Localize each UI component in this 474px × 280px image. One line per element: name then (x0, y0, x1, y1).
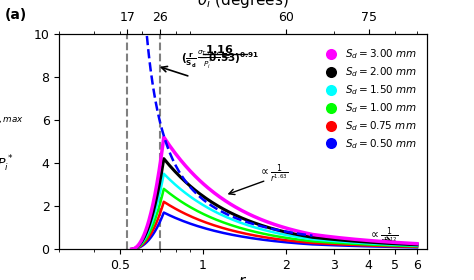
Text: $\propto \frac{1}{r^{1.63}}$: $\propto \frac{1}{r^{1.63}}$ (258, 162, 288, 185)
Text: (a): (a) (5, 8, 27, 22)
Legend: $S_d = 3.00\ mm$, $S_d = 2.00\ mm$, $S_d = 1.50\ mm$, $S_d = 1.00\ mm$, $S_d = 0: $S_d = 3.00\ mm$, $S_d = 2.00\ mm$, $S_d… (317, 43, 421, 155)
X-axis label: $\dfrac{r}{S_d}$: $\dfrac{r}{S_d}$ (234, 275, 252, 280)
X-axis label: $\theta_i$ (degrees): $\theta_i$ (degrees) (197, 0, 289, 10)
Text: $\frac{\sigma_{T,max}}{P_i^*}=$: $\frac{\sigma_{T,max}}{P_i^*}=$ (197, 48, 231, 71)
Text: $\sigma_{T,max}$: $\sigma_{T,max}$ (0, 112, 24, 126)
Text: $\mathbf{(\frac{r}{S_d}-0.53)^{0.91}}$: $\mathbf{(\frac{r}{S_d}-0.53)^{0.91}}$ (181, 51, 259, 70)
Text: $P_i^*$: $P_i^*$ (0, 154, 13, 174)
Text: $\propto \frac{1}{r^{1.12}}$: $\propto \frac{1}{r^{1.12}}$ (367, 225, 398, 248)
Text: $\mathbf{1.16}$: $\mathbf{1.16}$ (205, 43, 234, 55)
